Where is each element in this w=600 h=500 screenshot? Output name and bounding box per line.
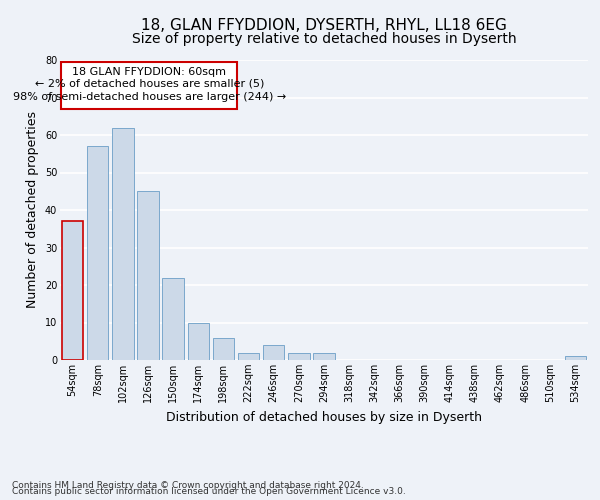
Bar [313,352,335,360]
Text: Size of property relative to detached houses in Dyserth: Size of property relative to detached ho… [131,32,517,46]
Bar [213,338,234,360]
Bar [137,191,158,360]
Bar [238,352,259,360]
Bar [565,356,586,360]
Text: Contains public sector information licensed under the Open Government Licence v3: Contains public sector information licen… [12,488,406,496]
Text: 18 GLAN FFYDDION: 60sqm: 18 GLAN FFYDDION: 60sqm [72,67,226,77]
Text: 98% of semi-detached houses are larger (244) →: 98% of semi-detached houses are larger (… [13,92,286,102]
X-axis label: Distribution of detached houses by size in Dyserth: Distribution of detached houses by size … [166,410,482,424]
Bar [61,62,237,109]
Bar [263,345,284,360]
Text: 18, GLAN FFYDDION, DYSERTH, RHYL, LL18 6EG: 18, GLAN FFYDDION, DYSERTH, RHYL, LL18 6… [141,18,507,32]
Bar [188,322,209,360]
Text: ← 2% of detached houses are smaller (5): ← 2% of detached houses are smaller (5) [35,78,264,88]
Bar [87,146,109,360]
Bar [288,352,310,360]
Text: Contains HM Land Registry data © Crown copyright and database right 2024.: Contains HM Land Registry data © Crown c… [12,481,364,490]
Bar [163,278,184,360]
Bar [112,128,134,360]
Bar [62,221,83,360]
Y-axis label: Number of detached properties: Number of detached properties [26,112,39,308]
